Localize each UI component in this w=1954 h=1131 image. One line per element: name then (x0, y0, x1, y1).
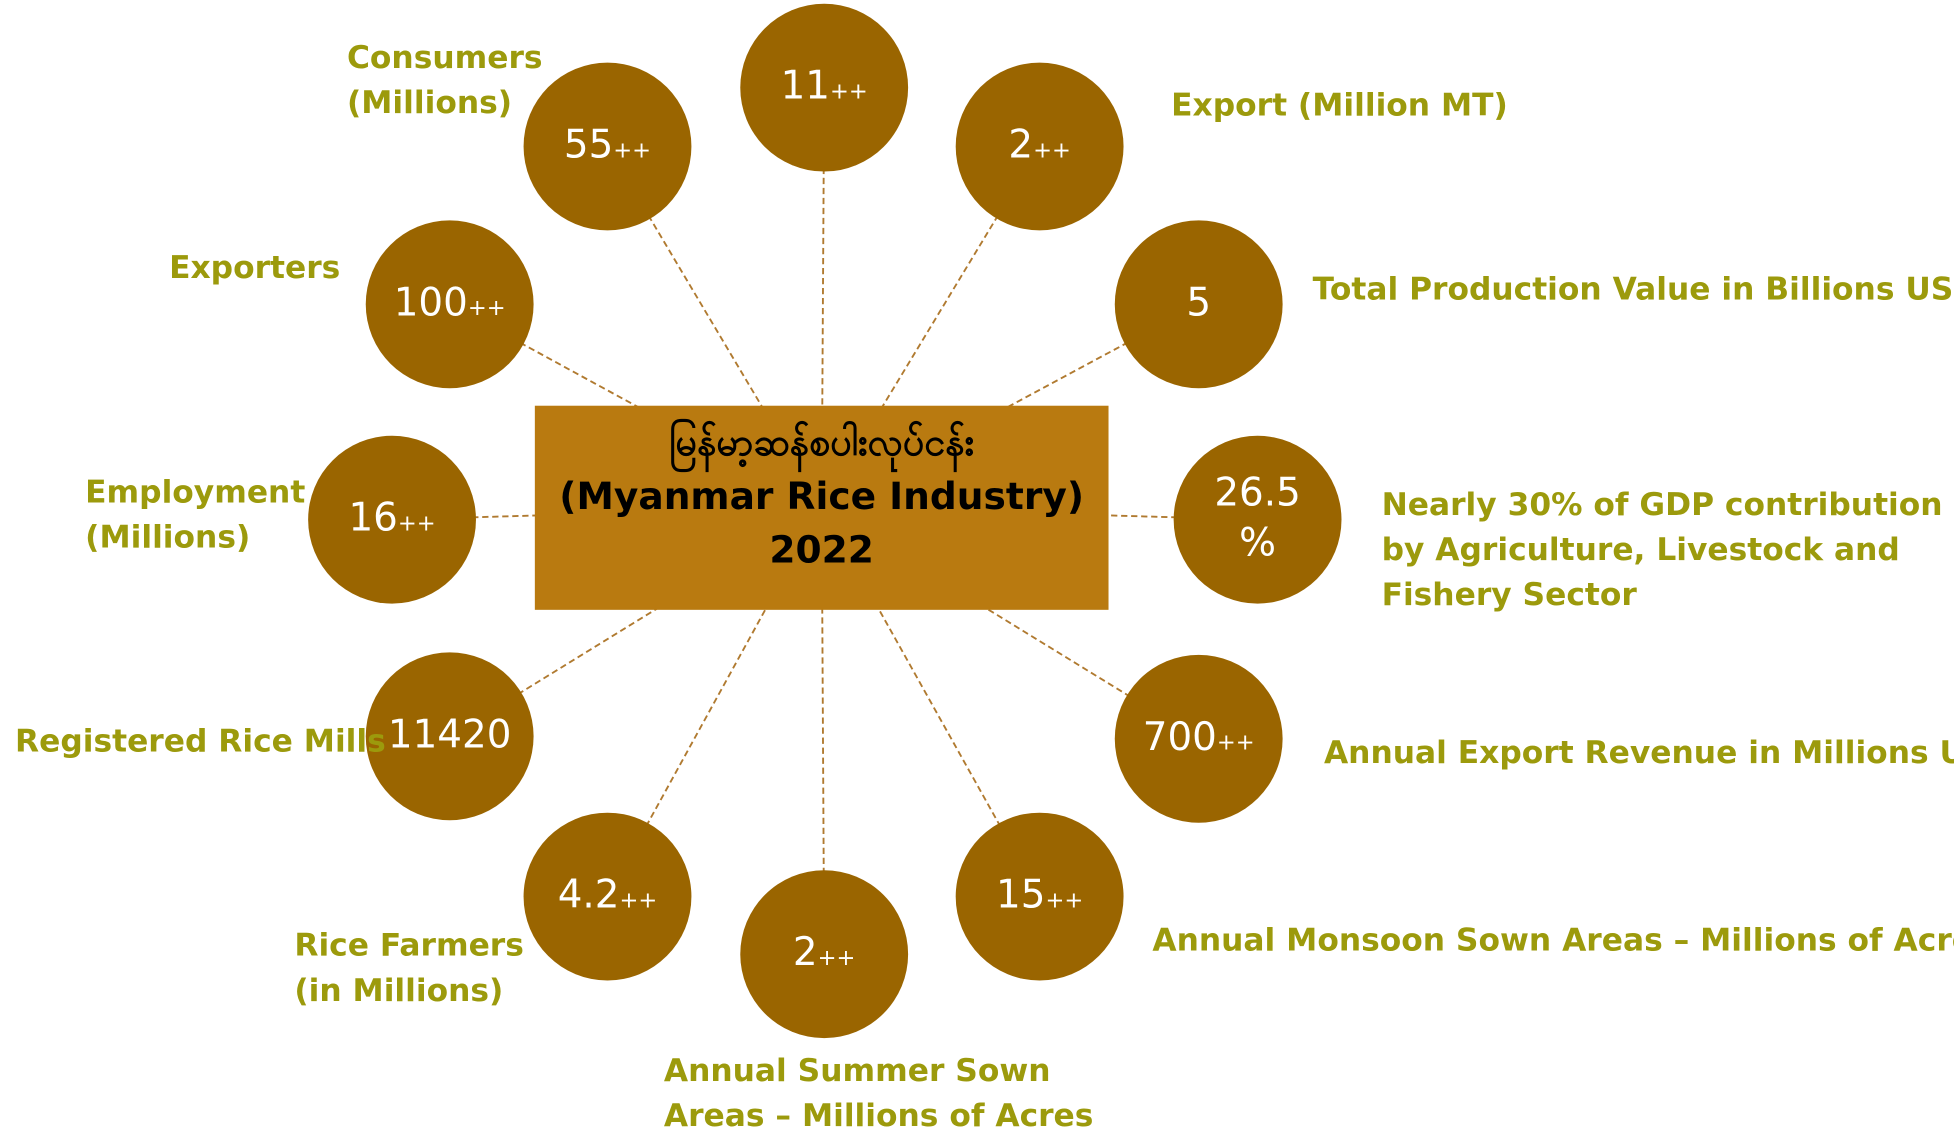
value-text: 16 (348, 495, 397, 540)
node-circle (308, 435, 476, 604)
node-value: 15++ (996, 872, 1083, 917)
node-label: Total Production Value in Billions USD (1313, 272, 1954, 308)
node-label: Annual Export Revenue in Millions USD (1324, 735, 1954, 771)
node-label: Rice Farmers (294, 928, 524, 964)
value-text: 11420 (388, 712, 511, 757)
node-label: Exporters (169, 250, 340, 286)
value-suffix: ++ (1045, 887, 1083, 913)
node-label: Employment (85, 474, 305, 510)
node-label: by Agriculture, Livestock and (1382, 532, 1900, 568)
value-suffix: ++ (619, 887, 657, 913)
node-circle (740, 3, 909, 172)
node-label: Annual Summer Sown (664, 1053, 1051, 1089)
node-label: (Millions) (85, 519, 250, 555)
value-suffix: ++ (818, 944, 856, 970)
node-value: 4.2++ (558, 872, 658, 917)
value-text: 2 (1008, 122, 1033, 167)
value-text: 4.2 (558, 872, 620, 917)
node-value: 26.5 (1214, 470, 1300, 515)
node-label: Nearly 30% of GDP contribution (1382, 487, 1943, 523)
node-label: Registered Rice Mills (15, 724, 386, 760)
value-suffix: ++ (1217, 729, 1255, 755)
value-text: 15 (996, 872, 1045, 917)
value-suffix: ++ (830, 78, 868, 104)
node-value: 11++ (781, 63, 868, 108)
center-title: မြန်မာ့ဆန်စပါးလုပ်ငန်း (669, 419, 974, 473)
value-suffix: ++ (1033, 137, 1071, 163)
node-value: % (1239, 520, 1276, 565)
node-circle (955, 812, 1124, 981)
node-value: 100++ (394, 280, 506, 325)
node-label: Consumers (347, 40, 543, 76)
center-title: (Myanmar Rice Industry) (559, 474, 1084, 518)
node-label: Export (Million MT) (1171, 87, 1508, 123)
node-value: 55++ (564, 122, 651, 167)
node-label: Annual Monsoon Sown Areas – Millions of … (1152, 923, 1954, 959)
node-circle (523, 812, 692, 981)
node-circle (740, 870, 909, 1039)
center-title: 2022 (769, 528, 874, 572)
node-value: 2++ (793, 930, 855, 975)
value-suffix: ++ (613, 137, 651, 163)
nodes: မြန်မာ့ဆန်စပါးလုပ်ငန်း(Myanmar Rice Indu… (15, 3, 1954, 1131)
center-box (534, 405, 1109, 610)
value-suffix: ++ (468, 295, 506, 321)
value-text: % (1239, 520, 1276, 565)
value-text: 55 (564, 122, 613, 167)
node-circle (955, 62, 1124, 231)
node-value: 16++ (348, 495, 435, 540)
value-text: 11 (781, 63, 830, 108)
value-text: 5 (1186, 280, 1211, 325)
node-label: (Millions) (347, 85, 512, 121)
node-label: (in Millions) (294, 973, 503, 1009)
value-text: 2 (793, 930, 818, 975)
node-circle (365, 220, 534, 389)
node-value: 2++ (1008, 122, 1070, 167)
value-suffix: ++ (398, 510, 436, 536)
value-text: 26.5 (1214, 470, 1300, 515)
value-text: 700 (1143, 714, 1217, 759)
node-value: 5 (1186, 280, 1211, 325)
node-value: 700++ (1143, 714, 1255, 759)
node-value: 11420 (388, 712, 511, 757)
node-label: Areas – Millions of Acres (664, 1098, 1094, 1127)
node-circle (1114, 220, 1283, 389)
node-circle (365, 652, 534, 821)
node-circle (1114, 654, 1283, 823)
value-text: 100 (394, 280, 468, 325)
node-label: Fishery Sector (1382, 577, 1638, 613)
node-circle (1173, 435, 1342, 604)
node-circle (523, 62, 692, 231)
